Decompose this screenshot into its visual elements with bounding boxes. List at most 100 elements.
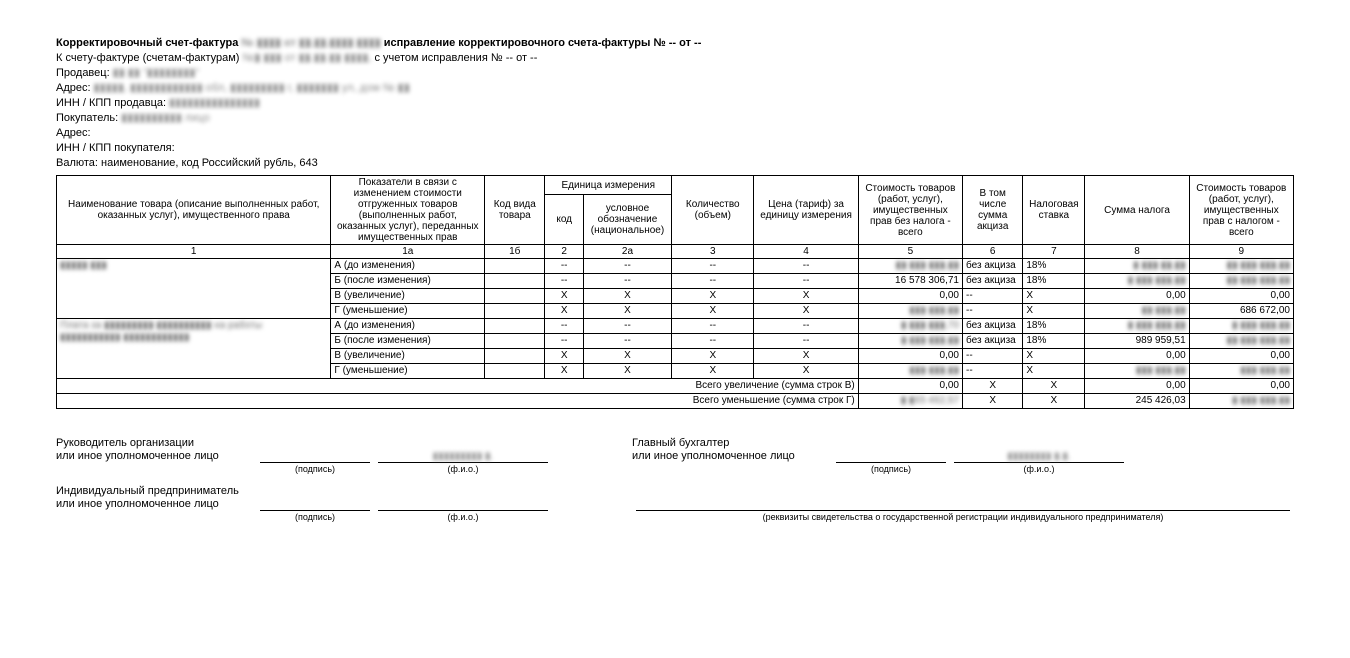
table-cell: X	[583, 364, 671, 379]
table-cell: 989 959,51	[1085, 334, 1189, 349]
table-cell: X	[545, 289, 583, 304]
table-cell: X	[583, 289, 671, 304]
caption-sign: (подпись)	[260, 464, 370, 474]
colnum: 1	[57, 245, 331, 259]
inn-seller-value: ▮▮▮▮▮▮▮▮▮▮▮▮▮▮▮	[169, 97, 260, 109]
buyer-label: Покупатель:	[56, 112, 121, 124]
table-cell: X	[754, 349, 858, 364]
th-rate: Налоговая ставка	[1023, 176, 1085, 245]
director-fio: ▮▮▮▮▮▮▮▮▮ ▮.	[378, 451, 548, 462]
table-cell	[485, 289, 545, 304]
th-unit-code: код	[545, 195, 583, 245]
table-cell: А (до изменения)	[331, 259, 485, 274]
caption-registration: (реквизиты свидетельства о государственн…	[636, 512, 1290, 522]
table-cell: X	[754, 289, 858, 304]
table-cell: Б (после изменения)	[331, 274, 485, 289]
line2-prefix: К счету-фактуре (счетам-фактурам)	[56, 52, 239, 64]
table-cell: ▮▮▮ ▮▮▮,▮▮	[1189, 364, 1293, 379]
table-cell: В (увеличение)	[331, 289, 485, 304]
table-cell: 0,00	[858, 349, 962, 364]
title-prefix: Корректировочный счет-фактура	[56, 37, 238, 49]
table-cell: Г (уменьшение)	[331, 364, 485, 379]
accountant-sign-line: (подпись)	[836, 449, 946, 463]
currency-line: Валюта: наименование, код Российский руб…	[56, 156, 1294, 171]
table-cell: --	[583, 334, 671, 349]
inn-seller-label: ИНН / КПП продавца:	[56, 97, 169, 109]
table-cell: --	[583, 319, 671, 334]
th-price: Цена (тариф) за единицу измерения	[754, 176, 858, 245]
table-cell: X	[963, 379, 1023, 394]
line2-redacted: №▮ ▮▮▮ от ▮▮.▮▮.▮▮ ▮▮▮▮,	[243, 52, 375, 64]
entrepreneur-sign-line: (подпись)	[260, 497, 370, 511]
caption-sign: (подпись)	[836, 464, 946, 474]
director-sign-line: (подпись)	[260, 449, 370, 463]
th-excise: В том числе сумма акциза	[963, 176, 1023, 245]
table-cell	[485, 364, 545, 379]
table-cell: --	[754, 259, 858, 274]
caption-fio: (ф.и.о.)	[378, 464, 548, 474]
table-cell: 18%	[1023, 274, 1085, 289]
item-name-cell: Плата за ▮▮▮▮▮▮▮▮▮ ▮▮▮▮▮▮▮▮▮▮ на работы …	[57, 319, 331, 379]
address-label: Адрес:	[56, 82, 94, 94]
title-redacted: № ▮▮▮▮ от ▮▮.▮▮.▮▮▮▮ ▮▮▮▮	[241, 37, 383, 49]
caption-sign: (подпись)	[260, 512, 370, 522]
table-cell: --	[963, 289, 1023, 304]
th-cost-notax: Стоимость товаров (работ, услуг), имущес…	[858, 176, 962, 245]
table-cell: ▮ ▮▮▮ ▮▮▮,▮▮	[1085, 319, 1189, 334]
table-cell: --	[754, 334, 858, 349]
inn-buyer-label: ИНН / КПП покупателя:	[56, 141, 1294, 156]
table-cell: ▮▮▮ ▮▮▮,▮▮	[1085, 364, 1189, 379]
table-cell: ▮▮▮ ▮▮▮,▮▮	[858, 304, 962, 319]
colnum: 2	[545, 245, 583, 259]
table-cell: ▮ ▮▮▮ ▮▮▮,▮▮	[1189, 394, 1293, 409]
table-cell	[485, 334, 545, 349]
table-cell: X	[545, 304, 583, 319]
table-cell: ▮ ▮65 462,57	[858, 394, 962, 409]
total-row: Всего уменьшение (сумма строк Г)▮ ▮65 46…	[57, 394, 1294, 409]
line2-suffix: с учетом исправления № -- от --	[374, 52, 537, 64]
table-cell: ▮▮ ▮▮▮,▮▮	[1085, 304, 1189, 319]
colnum: 1б	[485, 245, 545, 259]
table-cell	[485, 259, 545, 274]
table-cell: X	[583, 304, 671, 319]
buyer-value: ▮▮▮▮▮▮▮▮▮▮ лицо	[121, 112, 209, 124]
table-body: ▮▮▮▮▮ ▮▮▮А (до изменения)--------▮▮ ▮▮▮ …	[57, 259, 1294, 409]
address2-label: Адрес:	[56, 126, 1294, 141]
table-cell: ▮▮ ▮▮▮ ▮▮▮,▮▮	[1189, 334, 1293, 349]
table-cell: --	[583, 259, 671, 274]
signatures-block: Руководитель организации или иное уполно…	[56, 437, 1294, 511]
table-cell: X	[672, 364, 754, 379]
table-cell: 0,00	[1085, 379, 1189, 394]
table-cell: --	[963, 304, 1023, 319]
table-cell: без акциза	[963, 319, 1023, 334]
table-cell: --	[754, 319, 858, 334]
th-goods-code: Код вида товара	[485, 176, 545, 245]
table-cell: X	[1023, 304, 1085, 319]
total-label: Всего уменьшение (сумма строк Г)	[57, 394, 859, 409]
table-cell: ▮▮ ▮▮▮ ▮▮▮,▮▮	[1189, 259, 1293, 274]
table-cell: без акциза	[963, 259, 1023, 274]
invoice-table: Наименование товара (описание выполненны…	[56, 175, 1294, 409]
th-qty: Количество (объем)	[672, 176, 754, 245]
table-cell: 0,00	[858, 379, 962, 394]
colnum: 9	[1189, 245, 1293, 259]
table-cell	[485, 274, 545, 289]
table-cell: X	[672, 349, 754, 364]
caption-fio: (ф.и.о.)	[378, 512, 548, 522]
table-cell: ▮ ▮▮▮ ▮▮▮,▮▮	[858, 334, 962, 349]
table-cell: 18%	[1023, 259, 1085, 274]
table-cell: Б (после изменения)	[331, 334, 485, 349]
th-indicators: Показатели в связи с изменением стоимост…	[331, 176, 485, 245]
address-value: ▮▮▮▮▮, ▮▮▮▮▮▮▮▮▮▮▮▮ обл, ▮▮▮▮▮▮▮▮▮ г, ▮▮…	[94, 82, 410, 94]
table-cell: --	[963, 364, 1023, 379]
table-cell: 0,00	[1085, 349, 1189, 364]
total-row: Всего увеличение (сумма строк В)0,00XX0,…	[57, 379, 1294, 394]
table-row: ▮▮▮▮▮ ▮▮▮А (до изменения)--------▮▮ ▮▮▮ …	[57, 259, 1294, 274]
table-cell	[485, 319, 545, 334]
title-suffix: исправление корректировочного счета-факт…	[384, 37, 702, 49]
table-cell: X	[672, 289, 754, 304]
table-cell: --	[545, 274, 583, 289]
accountant-label: Главный бухгалтер или иное уполномоченно…	[632, 437, 832, 463]
colnum: 4	[754, 245, 858, 259]
document-page: Корректировочный счет-фактура № ▮▮▮▮ от …	[0, 0, 1350, 658]
